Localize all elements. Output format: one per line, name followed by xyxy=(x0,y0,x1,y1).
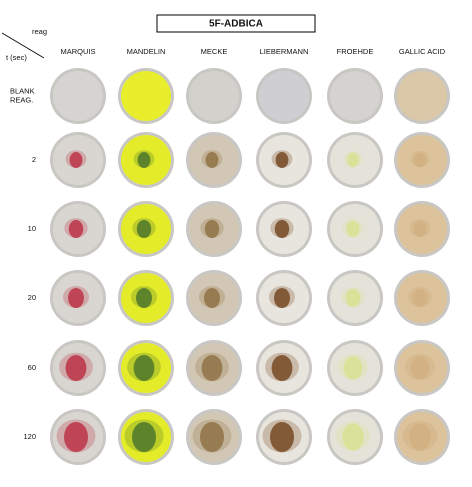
stain xyxy=(132,422,156,452)
stain xyxy=(201,355,223,381)
stain xyxy=(347,152,359,168)
stain xyxy=(65,355,87,381)
stain-halo xyxy=(402,421,438,451)
stain-halo xyxy=(408,287,432,307)
stain xyxy=(137,152,151,168)
row-label: 2 xyxy=(32,155,36,164)
stain xyxy=(136,288,152,308)
well xyxy=(259,71,309,121)
well xyxy=(397,135,447,185)
stain xyxy=(410,356,430,380)
well xyxy=(53,71,103,121)
stain xyxy=(413,220,427,238)
well xyxy=(397,71,447,121)
column-header: FROEHDE xyxy=(337,47,374,56)
well xyxy=(397,204,447,254)
stain xyxy=(205,152,219,168)
stain xyxy=(346,220,360,238)
stain xyxy=(68,288,84,308)
row-label: BLANK xyxy=(10,86,35,95)
stain xyxy=(275,152,289,168)
well xyxy=(397,273,447,323)
well-grid: MARQUIS MANDELIN MECKE LIEBERMANN FROEHDE GAL… xyxy=(10,47,450,465)
row-label: 60 xyxy=(28,363,36,372)
well xyxy=(397,343,447,393)
stain xyxy=(409,423,431,451)
corner-reagent-label: reag xyxy=(32,27,47,36)
stain xyxy=(69,152,83,168)
stain xyxy=(345,289,361,307)
stain xyxy=(204,288,220,308)
stain-halo xyxy=(409,219,431,237)
row-label: 20 xyxy=(28,293,36,302)
stain xyxy=(342,423,364,451)
stain xyxy=(133,355,155,381)
stain-halo xyxy=(404,354,436,380)
stain xyxy=(274,220,290,238)
column-header: LIEBERMANN xyxy=(260,47,309,56)
stain xyxy=(274,288,290,308)
column-header: MANDELIN xyxy=(127,47,166,56)
stain xyxy=(68,220,84,238)
stain-halo xyxy=(410,151,430,167)
well xyxy=(397,412,447,462)
stain xyxy=(414,152,426,168)
stain xyxy=(64,422,88,452)
column-header: MARQUIS xyxy=(60,47,95,56)
column-header: MECKE xyxy=(201,47,228,56)
stain xyxy=(200,422,224,452)
row-label: REAG. xyxy=(10,95,33,104)
well xyxy=(330,71,380,121)
title-box xyxy=(156,14,316,33)
well xyxy=(121,71,171,121)
title: 5F-ADBICA xyxy=(209,19,263,30)
stain xyxy=(412,289,428,307)
corner-time-label: t (sec) xyxy=(6,53,27,62)
well xyxy=(189,71,239,121)
stain xyxy=(204,220,220,238)
row-label: 10 xyxy=(28,224,36,233)
stain xyxy=(271,355,293,381)
row-label: 120 xyxy=(23,432,36,441)
stain xyxy=(270,422,294,452)
column-header: GALLIC ACID xyxy=(399,47,446,56)
corner-divider xyxy=(1,32,45,59)
stain xyxy=(136,220,152,238)
stain xyxy=(343,356,363,380)
